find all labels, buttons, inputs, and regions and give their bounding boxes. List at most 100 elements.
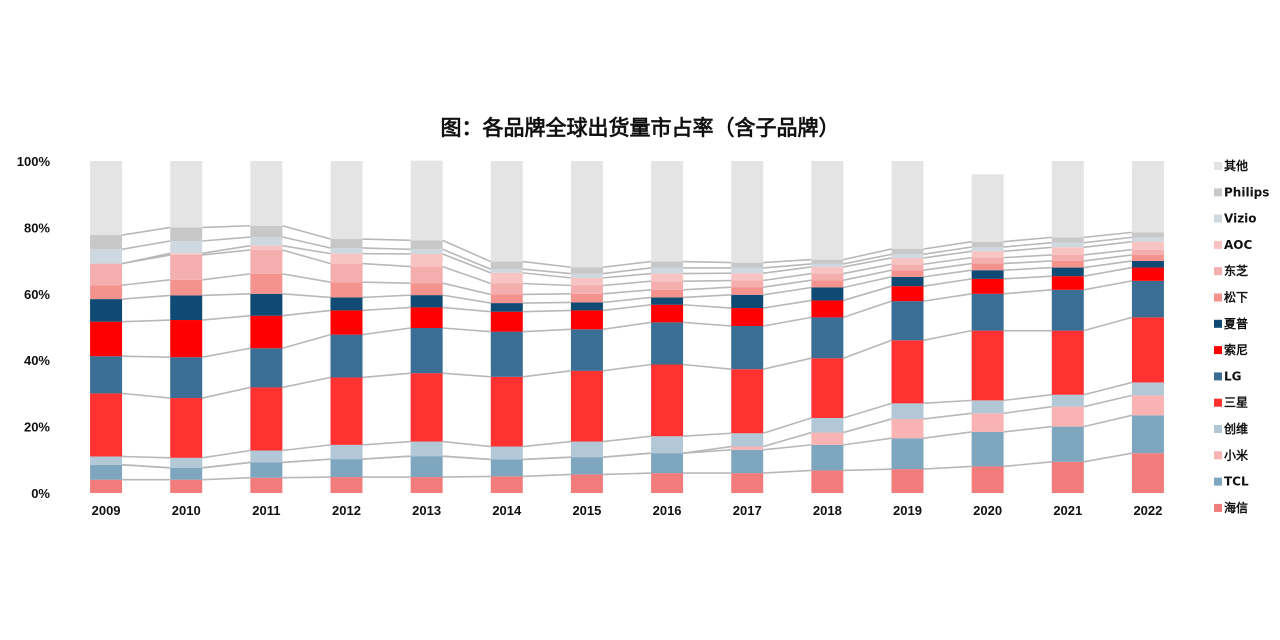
series-connector-line bbox=[1083, 260, 1133, 269]
series-connector-line bbox=[522, 440, 572, 448]
bar-segment bbox=[410, 441, 443, 457]
series-connector-line bbox=[602, 280, 652, 287]
bar-segment bbox=[570, 273, 603, 278]
y-tick-label: 0% bbox=[31, 486, 50, 501]
bar-segment bbox=[971, 257, 1004, 264]
bar-segment bbox=[1131, 237, 1164, 242]
bar-segment bbox=[90, 235, 123, 250]
chart-title: 图：各品牌全球出货量市占率（含子品牌） bbox=[440, 116, 840, 140]
series-connector-line bbox=[202, 347, 251, 358]
series-connector-line bbox=[202, 249, 251, 256]
series-connector-line bbox=[442, 327, 491, 333]
bar-segment bbox=[570, 310, 603, 330]
series-connector-line bbox=[1083, 280, 1133, 291]
bar-segment bbox=[971, 241, 1004, 247]
bar-segment bbox=[330, 377, 363, 445]
bar-segment bbox=[811, 358, 844, 418]
bar-segment bbox=[811, 470, 844, 493]
bar-segment bbox=[1131, 267, 1164, 281]
bar-segment bbox=[330, 239, 363, 248]
legend-swatch bbox=[1214, 503, 1222, 512]
legend-swatch bbox=[1214, 398, 1222, 407]
bar-segment bbox=[410, 240, 443, 250]
bar-segment bbox=[570, 302, 603, 311]
bar-segment bbox=[570, 267, 603, 274]
series-connector-line bbox=[522, 370, 572, 378]
series-connector-line bbox=[522, 293, 571, 296]
series-connector-line bbox=[362, 440, 411, 446]
bar-segment bbox=[490, 283, 523, 295]
series-connector-line bbox=[843, 257, 892, 268]
series-connector-line bbox=[763, 357, 812, 370]
legend-label: 三星 bbox=[1224, 396, 1248, 410]
series-connector-line bbox=[1083, 394, 1133, 408]
series-connector-line bbox=[202, 293, 251, 297]
bar-segment bbox=[731, 262, 764, 268]
series-connector-line bbox=[442, 253, 492, 274]
bar-segment bbox=[811, 432, 844, 445]
series-connector-line bbox=[843, 285, 892, 302]
bar-segment bbox=[651, 273, 684, 282]
bar-segment bbox=[971, 246, 1004, 252]
bar-segment bbox=[490, 311, 523, 332]
series-connector-line bbox=[282, 333, 331, 350]
series-connector-line bbox=[602, 321, 652, 331]
bar-segment bbox=[971, 293, 1004, 331]
series-connector-line bbox=[683, 279, 732, 282]
x-tick-label: 2016 bbox=[653, 503, 682, 518]
bar-segment bbox=[1051, 242, 1084, 248]
bar-segment bbox=[250, 315, 283, 349]
x-tick-label: 2010 bbox=[172, 503, 201, 518]
bar-segment bbox=[1051, 394, 1084, 407]
series-connector-line bbox=[843, 248, 892, 261]
series-connector-line bbox=[522, 328, 571, 333]
bar-segment bbox=[1051, 267, 1084, 277]
bar-segment bbox=[570, 161, 603, 268]
bar-segment bbox=[250, 249, 283, 274]
bar-segment bbox=[90, 456, 123, 465]
bar-segment bbox=[971, 466, 1004, 493]
bar-segment bbox=[410, 253, 443, 267]
bar-segment bbox=[410, 373, 443, 442]
series-connector-line bbox=[602, 260, 652, 269]
series-connector-line bbox=[202, 224, 251, 229]
bar-segment bbox=[570, 285, 603, 294]
x-tick-label: 2009 bbox=[92, 503, 121, 518]
series-connector-line bbox=[923, 329, 972, 342]
bar-segment bbox=[971, 413, 1004, 432]
bar-segment bbox=[971, 263, 1004, 271]
bar-segment bbox=[410, 295, 443, 308]
series-connector-line bbox=[683, 260, 732, 264]
bar-segment bbox=[570, 370, 603, 442]
series-connector-line bbox=[442, 455, 491, 461]
series-connector-line bbox=[602, 289, 652, 295]
legend-swatch bbox=[1214, 425, 1222, 433]
x-tick-label: 2014 bbox=[492, 503, 522, 518]
series-connector-line bbox=[923, 412, 972, 420]
series-connector-line bbox=[763, 263, 812, 269]
series-connector-line bbox=[202, 273, 251, 281]
bar-segment bbox=[891, 276, 924, 287]
series-connector-line bbox=[121, 392, 171, 399]
bar-segment bbox=[651, 322, 684, 365]
bar-segment bbox=[90, 285, 123, 300]
bar-segment bbox=[570, 329, 603, 371]
series-connector-line bbox=[282, 249, 331, 265]
series-connector-line bbox=[843, 263, 892, 275]
series-connector-line bbox=[522, 268, 572, 275]
bar-segment bbox=[490, 446, 523, 460]
series-connector-line bbox=[923, 240, 972, 250]
bar-segment bbox=[170, 279, 203, 296]
bar-segment bbox=[170, 241, 203, 254]
bar-segment bbox=[891, 418, 924, 439]
bar-segment bbox=[651, 161, 684, 262]
series-connector-line bbox=[122, 294, 171, 300]
bar-segment bbox=[490, 269, 523, 273]
series-connector-line bbox=[682, 445, 732, 454]
legend-swatch bbox=[1214, 267, 1222, 276]
series-connector-line bbox=[763, 258, 812, 264]
legend-label: 夏普 bbox=[1224, 316, 1248, 331]
series-connector-line bbox=[522, 309, 571, 313]
bar-segment bbox=[1051, 426, 1084, 462]
series-connector-line bbox=[1083, 381, 1133, 396]
